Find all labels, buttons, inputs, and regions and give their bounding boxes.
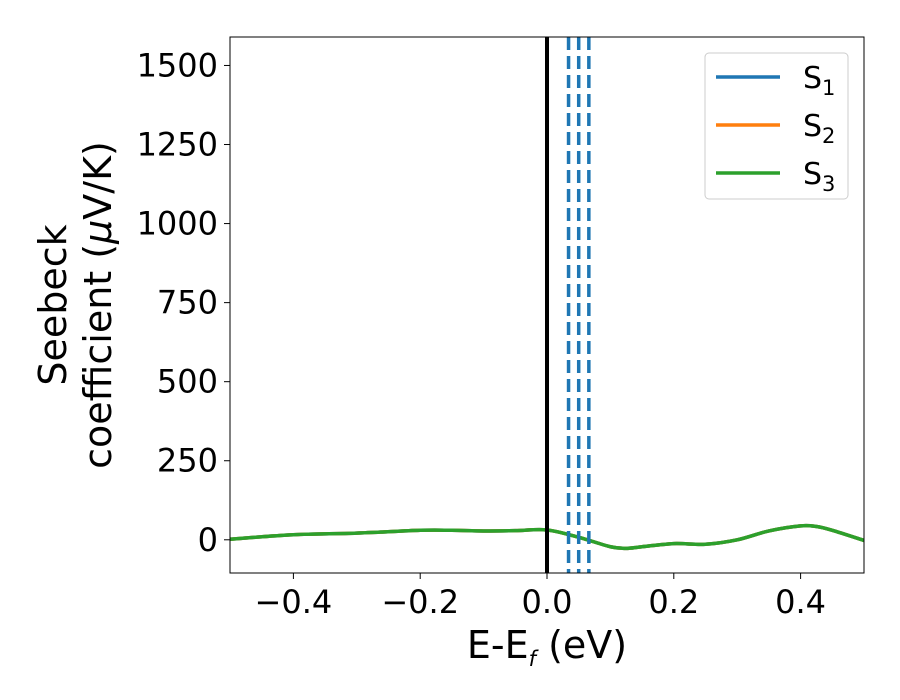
x-tick-label: 0.4: [775, 583, 826, 621]
x-tick-label: 0.0: [522, 583, 573, 621]
series-line-3: [229, 523, 865, 551]
y-tick-label: 750: [157, 284, 218, 322]
y-tick-label: 0: [198, 521, 218, 559]
y-tick-label: 500: [157, 363, 218, 401]
y-tick-label: 1250: [137, 126, 218, 164]
y-tick-label: 250: [157, 442, 218, 480]
series-layer: [229, 523, 865, 551]
x-axis-label: E-Ef (eV): [467, 623, 627, 671]
y-axis-ticks: 0 250 500 750 1000 1250 1500: [137, 46, 230, 559]
x-axis-ticks: −0.4 −0.2 0.0 0.2 0.4: [255, 573, 826, 621]
legend: S1 S2 S3: [704, 52, 849, 200]
y-tick-label: 1500: [137, 46, 218, 84]
x-tick-label: −0.4: [255, 583, 333, 621]
vertical-lines-layer: [545, 37, 591, 573]
x-tick-label: −0.2: [381, 583, 459, 621]
legend-label-2: S2: [803, 109, 835, 148]
legend-label-1: S1: [803, 61, 835, 100]
y-axis-label: Seebeck coefficient (μV/K): [31, 141, 120, 469]
legend-label-3: S3: [803, 157, 835, 196]
y-axis-label-line1: Seebeck: [31, 224, 75, 385]
x-tick-label: 0.2: [648, 583, 699, 621]
y-tick-label: 1000: [137, 205, 218, 243]
y-axis-label-line2: coefficient (μV/K): [76, 141, 120, 469]
